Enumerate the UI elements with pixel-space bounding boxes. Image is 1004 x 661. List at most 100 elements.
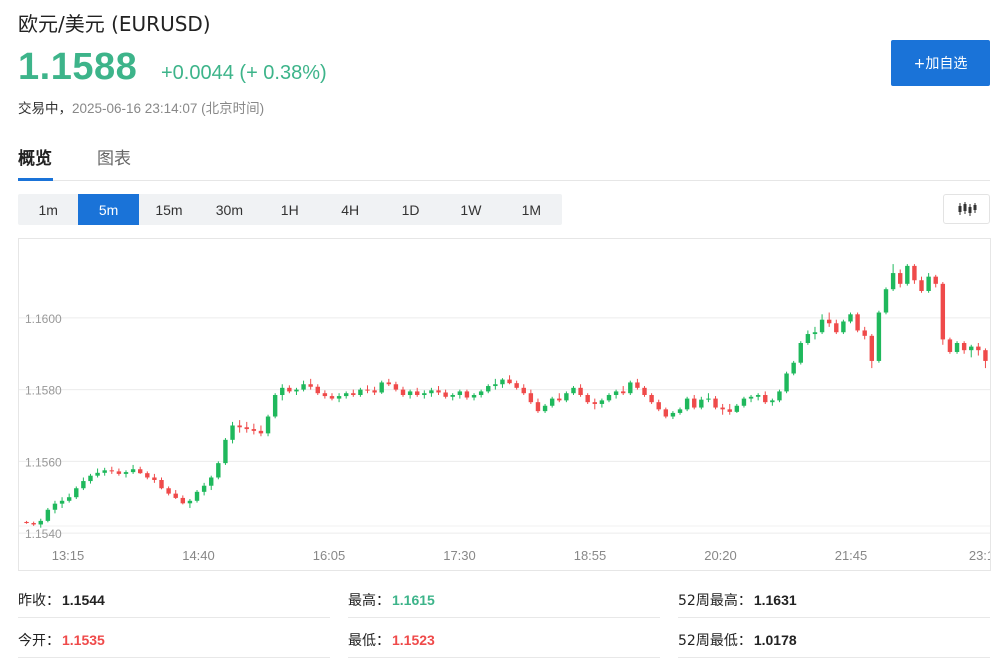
tab-bar: 概览 图表 bbox=[18, 144, 990, 181]
candle-body bbox=[649, 395, 654, 403]
candle-body bbox=[74, 488, 79, 498]
interval-1mo[interactable]: 1M bbox=[521, 201, 542, 218]
candle-body bbox=[265, 416, 271, 434]
candle-body bbox=[407, 391, 413, 395]
tab-chart[interactable]: 图表 bbox=[97, 149, 131, 169]
chart-type-button[interactable] bbox=[943, 194, 990, 224]
candle-body bbox=[88, 475, 93, 482]
interval-4h[interactable]: 4H bbox=[341, 201, 360, 218]
candle-body bbox=[791, 362, 796, 374]
candle-body bbox=[301, 384, 306, 390]
candle-body bbox=[336, 396, 342, 399]
candle-body bbox=[557, 398, 562, 401]
candle-body bbox=[209, 477, 214, 486]
candle-body bbox=[386, 382, 392, 385]
candle-body bbox=[244, 427, 249, 430]
candle-body bbox=[841, 321, 846, 333]
candle-body bbox=[343, 393, 349, 397]
stat-high: 最高： 1.1615 bbox=[348, 582, 660, 618]
candle-body bbox=[770, 400, 775, 403]
x-tick-label: 20:20 bbox=[704, 548, 737, 563]
candle-body bbox=[748, 396, 754, 399]
x-tick-label: 23:1 bbox=[969, 548, 991, 563]
candle-body bbox=[947, 339, 953, 352]
candle-body bbox=[883, 289, 889, 313]
candle-body bbox=[45, 509, 51, 521]
candle-body bbox=[564, 393, 569, 401]
last-price: 1.1588 bbox=[18, 46, 138, 88]
candle-body bbox=[272, 395, 278, 417]
candle-body bbox=[826, 319, 832, 324]
candle-body bbox=[52, 503, 58, 510]
y-tick-label: 1.1540 bbox=[25, 527, 62, 541]
stat-52w-high: 52周最高： 1.1631 bbox=[678, 582, 990, 618]
candle-body bbox=[31, 523, 36, 525]
candlestick-icon bbox=[958, 202, 976, 216]
candle-body bbox=[898, 273, 903, 284]
candle-body bbox=[152, 477, 157, 480]
candle-body bbox=[415, 391, 420, 395]
stat-label: 昨收： bbox=[18, 592, 60, 609]
candle-body bbox=[187, 500, 193, 504]
candle-body bbox=[500, 379, 505, 385]
candle-body bbox=[784, 373, 789, 392]
candle-body bbox=[592, 402, 597, 404]
candle-body bbox=[201, 485, 207, 492]
y-tick-label: 1.1580 bbox=[25, 384, 62, 398]
interval-1h[interactable]: 1H bbox=[280, 201, 299, 218]
interval-1m[interactable]: 1m bbox=[38, 201, 58, 218]
candle-body bbox=[642, 387, 647, 395]
candle-body bbox=[983, 350, 988, 361]
candle-body bbox=[976, 346, 981, 351]
price-chart[interactable]: 1.1540 1.1560 1.1580 1.1600 13:15 14:40 16:05 1… bbox=[18, 238, 991, 571]
candle-body bbox=[180, 497, 186, 504]
candle-body bbox=[549, 398, 555, 406]
candle-body bbox=[400, 389, 406, 395]
stat-label: 今开： bbox=[18, 632, 60, 649]
interval-30m[interactable]: 30m bbox=[215, 201, 243, 218]
interval-selector: 1m 5m 15m 30m 1H 4H 1D 1W 1M bbox=[18, 194, 562, 225]
x-tick-label: 13:15 bbox=[52, 548, 85, 563]
candle-body bbox=[95, 472, 100, 476]
candle-body bbox=[528, 393, 534, 403]
candle-body bbox=[890, 273, 896, 290]
interval-15m[interactable]: 15m bbox=[155, 201, 183, 218]
candle-body bbox=[379, 382, 384, 393]
stat-low: 最低： 1.1523 bbox=[348, 622, 660, 658]
candle-body bbox=[251, 429, 257, 431]
candle-body bbox=[109, 470, 114, 472]
candle-body bbox=[535, 402, 541, 412]
candle-body bbox=[755, 395, 761, 397]
candle-body bbox=[372, 390, 377, 393]
stat-label: 最高： bbox=[348, 592, 390, 609]
candle-body bbox=[777, 391, 782, 401]
candle-body bbox=[24, 521, 29, 524]
candle-body bbox=[677, 409, 683, 413]
tab-overview[interactable]: 概览 bbox=[18, 144, 53, 181]
candle-body bbox=[38, 520, 43, 525]
x-tick-label: 17:30 bbox=[443, 548, 476, 563]
candle-body bbox=[450, 395, 455, 397]
stat-value: 1.1615 bbox=[392, 591, 435, 608]
candle-body bbox=[869, 335, 875, 361]
candle-body bbox=[571, 387, 576, 394]
candle-body bbox=[834, 323, 839, 333]
x-tick-label: 14:40 bbox=[182, 548, 215, 563]
candle-body bbox=[486, 386, 491, 392]
interval-1d[interactable]: 1D bbox=[401, 201, 420, 218]
candle-body bbox=[159, 479, 164, 489]
candle-body bbox=[926, 276, 931, 291]
candle-body bbox=[741, 398, 747, 406]
candle-body bbox=[628, 382, 633, 394]
candle-body bbox=[706, 398, 711, 400]
candle-body bbox=[493, 384, 498, 387]
instrument-title: 欧元/美元 (EURUSD) bbox=[18, 12, 211, 36]
candle-body bbox=[670, 412, 676, 417]
candle-body bbox=[194, 491, 200, 501]
add-to-watchlist-button[interactable]: +加自选 bbox=[891, 40, 990, 86]
interval-5m[interactable]: 5m bbox=[78, 194, 139, 225]
candle-body bbox=[684, 398, 690, 410]
interval-1w[interactable]: 1W bbox=[460, 201, 482, 218]
candle-body bbox=[585, 395, 590, 403]
candle-body bbox=[521, 387, 526, 394]
